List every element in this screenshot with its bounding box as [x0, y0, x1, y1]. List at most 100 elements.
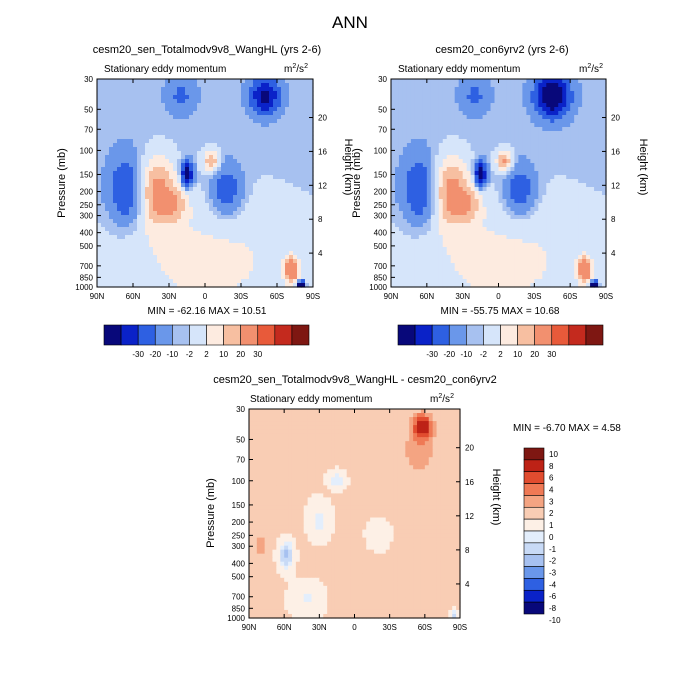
- contour-cell: [173, 219, 178, 224]
- contour-cell: [253, 91, 258, 96]
- contour-cell: [253, 223, 258, 228]
- contour-cell: [398, 219, 404, 224]
- contour-cell: [177, 259, 182, 264]
- contour-cell: [153, 279, 158, 284]
- contour-cell: [550, 179, 555, 184]
- contour-cell: [490, 167, 496, 172]
- contour-cell: [113, 187, 118, 192]
- contour-cell: [418, 147, 424, 152]
- contour-cell: [594, 195, 599, 200]
- contour-cell: [502, 127, 508, 132]
- contour-cell: [253, 231, 258, 236]
- contour-cell: [225, 191, 230, 196]
- contour-cell: [442, 107, 448, 112]
- contour-cell: [165, 143, 170, 148]
- contour-cell: [498, 175, 504, 180]
- contour-cell: [301, 107, 306, 112]
- contour-cell: [546, 215, 551, 220]
- contour-cell: [133, 83, 138, 88]
- contour-cell: [474, 91, 480, 96]
- contour-cell: [241, 267, 246, 272]
- contour-cell: [265, 111, 270, 116]
- contour-cell: [474, 207, 480, 212]
- contour-cell: [273, 91, 278, 96]
- contour-cell: [442, 227, 448, 232]
- contour-cell: [249, 179, 254, 184]
- contour-cell: [273, 179, 278, 184]
- contour-cell: [137, 147, 142, 152]
- contour-cell: [233, 79, 238, 84]
- contour-cell: [422, 231, 428, 236]
- contour-cell: [482, 191, 488, 196]
- contour-cell: [578, 211, 583, 216]
- contour-cell: [301, 151, 306, 156]
- contour-cell: [121, 239, 126, 244]
- contour-cell: [277, 247, 282, 252]
- contour-cell: [145, 195, 150, 200]
- contour-cell: [474, 231, 480, 236]
- contour-cell: [125, 111, 130, 116]
- contour-cell: [450, 155, 456, 160]
- contour-cell: [502, 143, 508, 148]
- contour-cell: [245, 207, 250, 212]
- contour-cell: [169, 135, 174, 140]
- contour-cell: [490, 83, 496, 88]
- contour-cell: [305, 215, 310, 220]
- contour-cell: [209, 79, 214, 84]
- contour-cell: [398, 135, 404, 140]
- contour-cell: [402, 111, 408, 116]
- contour-cell: [241, 163, 246, 168]
- contour-cell: [185, 147, 190, 152]
- contour-cell: [209, 243, 214, 248]
- contour-cell: [546, 87, 551, 92]
- contour-cell: [438, 139, 444, 144]
- contour-cell: [157, 119, 162, 124]
- contour-cell: [221, 179, 226, 184]
- contour-cell: [305, 235, 310, 240]
- contour-cell: [430, 107, 436, 112]
- contour-cell: [582, 175, 587, 180]
- contour-cell: [129, 179, 134, 184]
- contour-cell: [301, 179, 306, 184]
- contour-cell: [269, 275, 274, 280]
- contour-cell: [97, 259, 102, 264]
- contour-cell: [566, 155, 571, 160]
- contour-cell: [506, 107, 512, 112]
- contour-cell: [161, 275, 166, 280]
- contour-cell: [582, 111, 587, 116]
- contour-cell: [494, 111, 500, 116]
- contour-cell: [189, 255, 194, 260]
- contour-cell: [221, 271, 226, 276]
- contour-cell: [181, 103, 186, 108]
- contour-cell: [462, 191, 468, 196]
- contour-cell: [173, 183, 178, 188]
- contour-cell: [297, 163, 302, 168]
- contour-cell: [101, 139, 106, 144]
- contour-cell: [301, 263, 306, 268]
- contour-cell: [181, 235, 186, 240]
- contour-cell: [185, 127, 190, 132]
- contour-cell: [458, 103, 464, 108]
- contour-cell: [189, 175, 194, 180]
- contour-cell: [205, 219, 210, 224]
- contour-cell: [562, 143, 567, 148]
- contour-cell: [458, 167, 464, 172]
- contour-cell: [141, 107, 146, 112]
- contour-cell: [450, 175, 456, 180]
- contour-cell: [391, 163, 396, 168]
- colorbar-box: [137, 324, 156, 346]
- contour-cell: [281, 107, 286, 112]
- contour-cell: [558, 223, 563, 228]
- contour-cell: [526, 163, 531, 168]
- contour-cell: [165, 243, 170, 248]
- contour-cell: [426, 215, 432, 220]
- contour-cell: [434, 111, 440, 116]
- contour-cell: [301, 199, 306, 204]
- contour-cell: [185, 255, 190, 260]
- contour-cell: [422, 195, 428, 200]
- contour-cell: [269, 135, 274, 140]
- contour-cell: [221, 207, 226, 212]
- contour-cell: [153, 203, 158, 208]
- contour-cell: [165, 191, 170, 196]
- contour-cell: [297, 211, 302, 216]
